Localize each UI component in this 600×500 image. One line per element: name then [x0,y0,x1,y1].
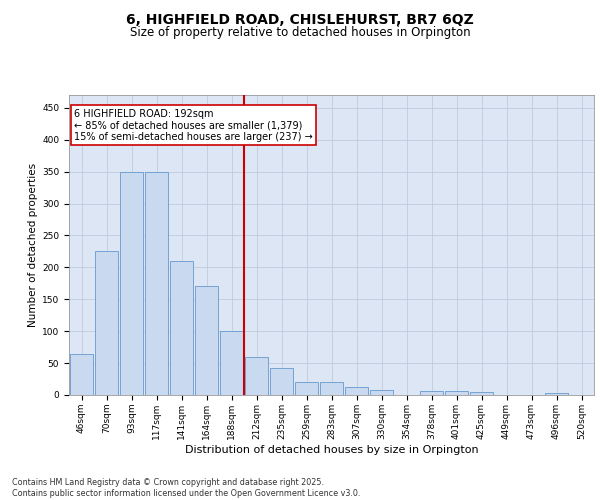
Y-axis label: Number of detached properties: Number of detached properties [28,163,38,327]
Bar [220,331,244,395]
Bar [445,391,469,395]
Bar [545,393,568,395]
Bar [145,172,169,395]
Bar [170,261,193,395]
Text: 6 HIGHFIELD ROAD: 192sqm
← 85% of detached houses are smaller (1,379)
15% of sem: 6 HIGHFIELD ROAD: 192sqm ← 85% of detach… [74,108,313,142]
Text: Size of property relative to detached houses in Orpington: Size of property relative to detached ho… [130,26,470,39]
Bar [194,286,218,395]
Text: 6, HIGHFIELD ROAD, CHISLEHURST, BR7 6QZ: 6, HIGHFIELD ROAD, CHISLEHURST, BR7 6QZ [126,12,474,26]
Bar [320,382,343,395]
Bar [370,390,394,395]
Bar [470,392,493,395]
Bar [269,368,293,395]
Bar [419,390,443,395]
Bar [95,252,118,395]
Bar [70,354,94,395]
Bar [119,172,143,395]
Bar [245,356,268,395]
Bar [295,382,319,395]
Text: Contains HM Land Registry data © Crown copyright and database right 2025.
Contai: Contains HM Land Registry data © Crown c… [12,478,361,498]
X-axis label: Distribution of detached houses by size in Orpington: Distribution of detached houses by size … [185,444,478,454]
Bar [344,386,368,395]
